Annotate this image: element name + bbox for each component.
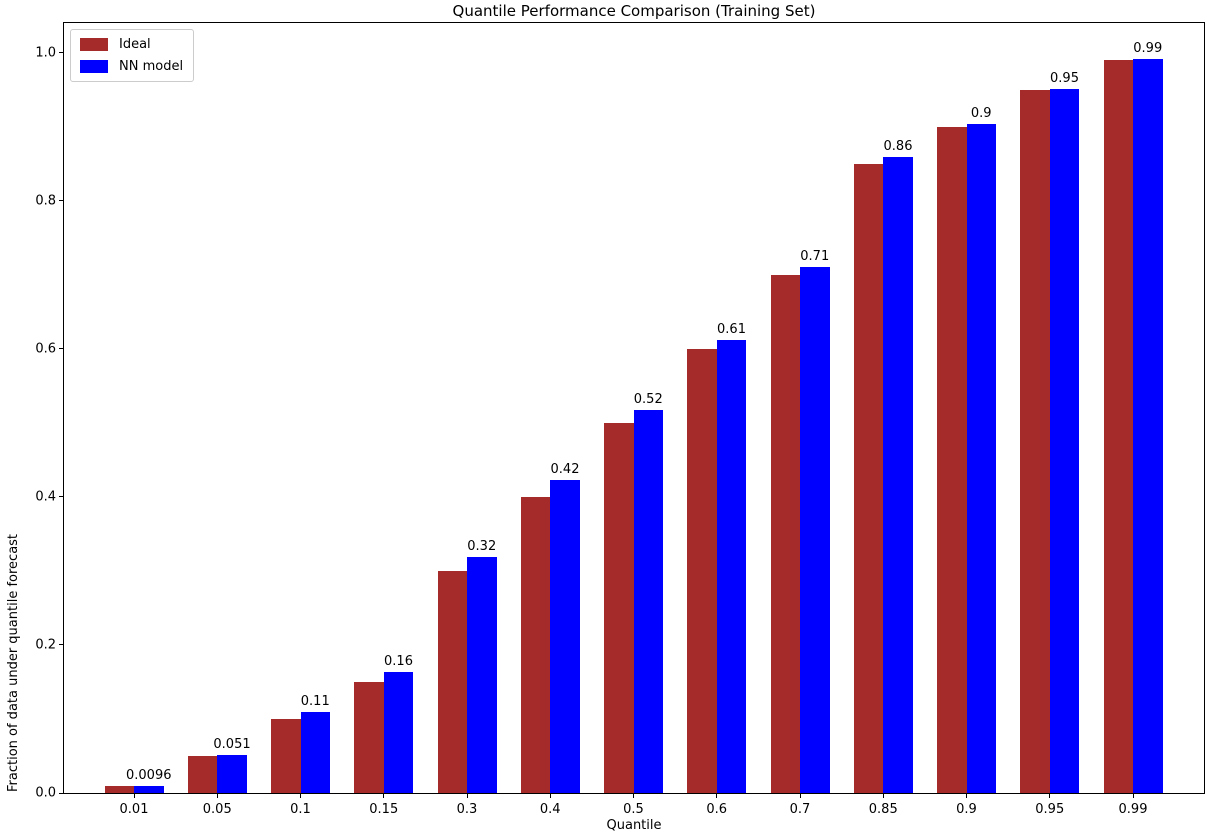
bar-ideal-0.15 — [354, 681, 384, 793]
bar-ideal-0.85 — [853, 163, 884, 793]
y-tick-mark — [59, 52, 63, 54]
legend: Ideal NN model — [70, 29, 195, 82]
bar-nn-model-0.15 — [383, 671, 414, 793]
x-tick-label: 0.6 — [706, 802, 728, 817]
bar-nn-model-0.4 — [550, 479, 580, 793]
y-tick-mark — [59, 644, 63, 646]
bar-ideal-0.05 — [187, 755, 218, 793]
bar-ideal-0.99 — [1103, 60, 1133, 793]
x-axis-label: Quantile — [606, 818, 662, 833]
y-tick-label: 0.4 — [35, 489, 56, 505]
x-tick-mark — [966, 794, 967, 798]
x-tick-label: 0.9 — [956, 802, 977, 817]
y-tick-label: 0.6 — [35, 341, 56, 357]
bar-nn-model-0.05 — [217, 755, 247, 793]
bar-ideal-0.5 — [604, 422, 634, 793]
x-tick-mark — [133, 794, 135, 798]
bar-ideal-0.6 — [687, 348, 717, 793]
x-tick-label: 0.5 — [623, 802, 644, 817]
x-tick-mark — [549, 794, 551, 798]
bar-ideal-0.3 — [437, 570, 467, 793]
bar-ideal-0.95 — [1020, 89, 1050, 793]
legend-swatch-nn-model — [80, 60, 108, 73]
x-tick-label: 0.3 — [456, 802, 478, 817]
bar-nn-model-0.3 — [467, 556, 497, 793]
y-tick-mark — [59, 792, 63, 794]
x-tick-label: 0.85 — [868, 802, 898, 817]
plot-area: Ideal NN model 0.0 0.2 0.4 0.6 0.8 1.0 0.01 0.00… — [35, 22, 1205, 817]
x-tick-mark — [216, 794, 218, 798]
x-tick-label: 0.01 — [119, 802, 149, 817]
x-tick-mark — [1132, 794, 1134, 798]
chart-title: Quantile Performance Comparison (Trainin… — [452, 2, 816, 20]
x-tick-label: 0.95 — [1035, 802, 1065, 817]
bar-value-label: 0.051 — [213, 737, 251, 753]
bar-value-label: 0.32 — [467, 538, 497, 554]
legend-label-ideal: Ideal — [119, 37, 151, 52]
bar-ideal-0.7 — [770, 274, 800, 793]
y-tick-label: 0.0 — [35, 785, 56, 801]
x-tick-mark — [1049, 794, 1051, 798]
x-tick-label: 0.15 — [369, 802, 399, 817]
bar-value-label: 0.71 — [800, 248, 830, 264]
x-tick-mark — [300, 794, 301, 798]
bar-value-label: 0.9 — [970, 106, 992, 122]
x-tick-mark — [633, 794, 634, 798]
bar-nn-model-0.85 — [883, 157, 913, 793]
legend-swatch-ideal — [80, 38, 108, 51]
bar-nn-model-0.95 — [1049, 88, 1080, 793]
bar-ideal-0.1 — [271, 718, 301, 793]
y-tick-mark — [59, 496, 63, 498]
bar-nn-model-0.5 — [633, 410, 663, 793]
bar-value-label: 0.61 — [717, 321, 746, 337]
bar-value-label: 0.52 — [633, 392, 663, 408]
bar-nn-model-0.01 — [134, 785, 164, 793]
y-tick-label: 0.8 — [35, 193, 56, 209]
bar-value-label: 0.95 — [1050, 70, 1079, 86]
bar-value-label: 0.16 — [384, 653, 413, 669]
bar-value-label: 0.42 — [550, 461, 580, 477]
bar-value-label: 0.0096 — [126, 767, 172, 783]
bar-nn-model-0.1 — [300, 712, 330, 793]
x-tick-mark — [799, 794, 801, 798]
bar-nn-model-0.99 — [1133, 59, 1163, 793]
x-tick-label: 0.4 — [539, 802, 561, 817]
x-tick-label: 0.1 — [290, 802, 311, 817]
bar-value-label: 0.11 — [300, 694, 330, 710]
bar-ideal-0.01 — [104, 785, 134, 793]
y-tick-mark — [59, 200, 63, 202]
bar-ideal-0.4 — [520, 496, 551, 793]
x-tick-label: 0.7 — [789, 802, 811, 817]
x-tick-mark — [466, 794, 468, 798]
legend-label-nn-model: NN model — [119, 59, 184, 74]
x-tick-label: 0.99 — [1118, 802, 1148, 817]
legend-item-ideal: Ideal — [80, 37, 183, 52]
x-tick-mark — [716, 794, 718, 798]
bar-value-label: 0.86 — [883, 139, 913, 155]
bar-ideal-0.9 — [937, 126, 967, 793]
bar-nn-model-0.7 — [800, 266, 830, 793]
bar-nn-model-0.9 — [966, 124, 996, 793]
y-axis-label: Fraction of data under quantile forecast — [6, 533, 21, 792]
y-tick-label: 0.2 — [35, 637, 56, 653]
x-tick-mark — [882, 794, 884, 798]
bar-nn-model-0.6 — [716, 339, 747, 793]
x-tick-label: 0.05 — [202, 802, 232, 817]
x-tick-mark — [383, 794, 385, 798]
legend-item-nn-model: NN model — [80, 59, 183, 74]
bar-value-label: 0.99 — [1133, 41, 1163, 57]
y-tick-label: 1.0 — [35, 45, 56, 61]
y-tick-mark — [59, 348, 63, 350]
